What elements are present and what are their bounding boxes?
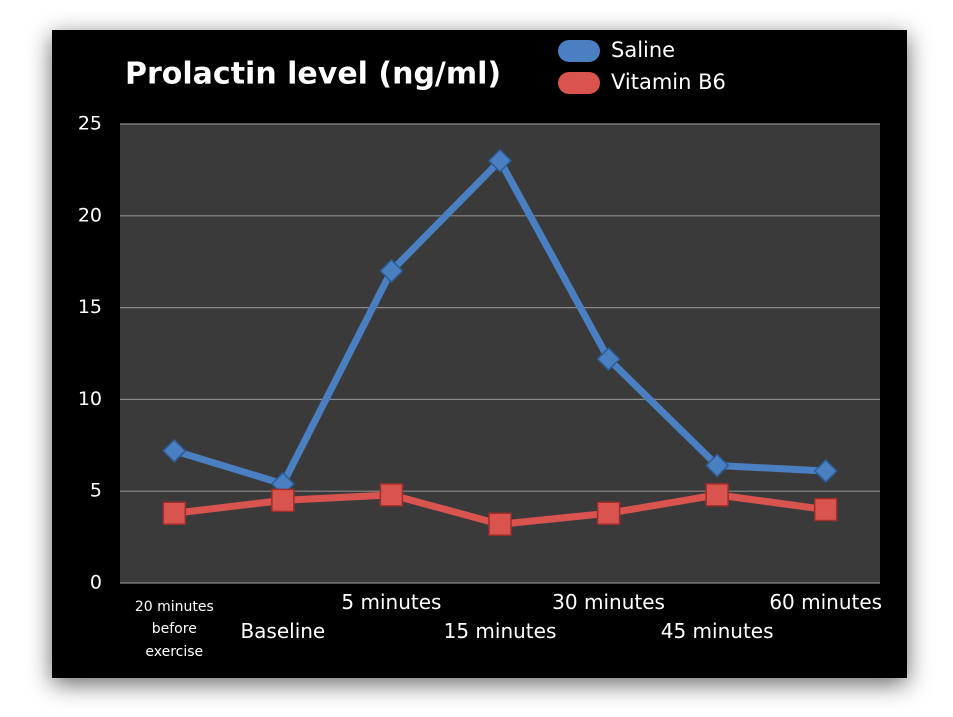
x-tick-label: 60 minutes — [769, 590, 883, 614]
marker — [162, 438, 187, 463]
marker — [813, 497, 838, 522]
x-tick-label-box: 60 minutes — [769, 590, 883, 614]
x-tick-label-box: 20 minutes before exercise — [134, 599, 214, 660]
x-tick-label: 20 minutes before exercise — [134, 599, 214, 660]
x-tick-label-box: 30 minutes — [552, 590, 665, 614]
marker — [379, 483, 404, 507]
x-tick-label-box: Baseline — [240, 619, 326, 643]
marker — [813, 458, 838, 484]
legend-label: Saline — [611, 38, 675, 62]
y-tick-label: 10 — [78, 388, 102, 410]
legend-label: Vitamin B6 — [611, 70, 726, 94]
marker — [488, 512, 512, 536]
chart-title: Prolactin level (ng/ml) — [125, 57, 501, 92]
y-tick-label: 5 — [90, 480, 102, 502]
marker — [596, 501, 621, 525]
x-tick-label: Baseline — [240, 619, 326, 643]
x-tick-label-box: 15 minutes — [443, 619, 557, 643]
x-tick-label-box: 5 minutes — [341, 590, 442, 614]
marker — [487, 148, 513, 173]
x-tick-label: 15 minutes — [443, 619, 557, 643]
y-tick-label: 15 — [78, 296, 102, 318]
x-tick-label: 45 minutes — [660, 619, 774, 643]
marker — [162, 501, 187, 525]
y-tick-label: 0 — [90, 572, 102, 594]
x-tick-label: 30 minutes — [552, 590, 665, 614]
x-tick-label-box: 45 minutes — [660, 619, 774, 643]
y-tick-label: 25 — [78, 113, 102, 135]
marker — [596, 346, 621, 372]
marker — [271, 488, 295, 513]
legend-swatch — [558, 72, 600, 94]
marker — [705, 453, 730, 478]
marker — [705, 483, 729, 507]
legend-swatch — [558, 40, 600, 62]
y-tick-label: 20 — [78, 204, 102, 226]
marker — [379, 258, 404, 283]
x-tick-label: 5 minutes — [341, 590, 442, 614]
